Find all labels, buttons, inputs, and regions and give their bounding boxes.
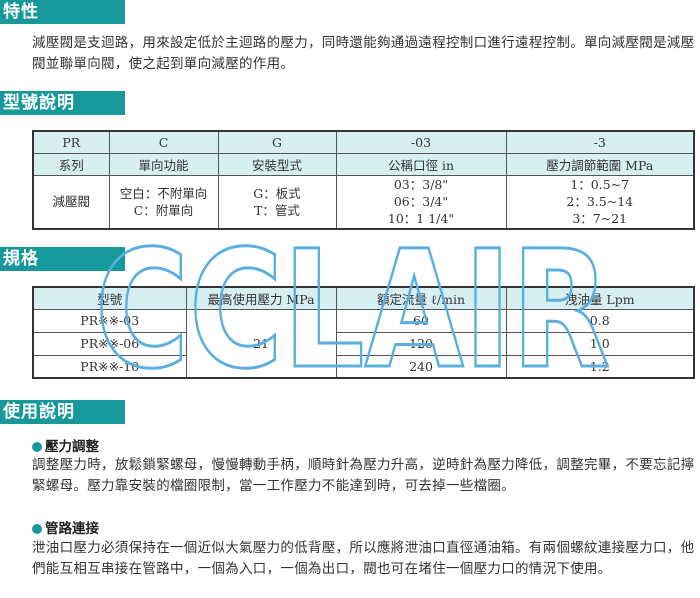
header-leak: 洩油量 Lpm <box>505 286 695 310</box>
code-check: C <box>108 130 219 154</box>
header-max-pressure: 最高使用壓力 MPa <box>185 286 337 310</box>
value-check: C：附單向 <box>133 202 194 218</box>
header-pressure: 壓力調節範圍 MPa <box>505 152 695 176</box>
value-pressure: 2：3.5~14 <box>566 194 634 210</box>
value-pressure: 3：7~21 <box>572 211 628 227</box>
header-series: 系列 <box>32 152 110 176</box>
code-mount: G <box>217 130 337 154</box>
header-mount: 安裝型式 <box>217 152 337 176</box>
value-size: 03：3/8" <box>393 177 449 193</box>
cell-model: PR※※-06 <box>32 331 187 356</box>
cell-flow: 60 <box>335 308 507 333</box>
section-header-usage: 使用說明 <box>0 400 125 424</box>
bullet-icon <box>32 442 42 452</box>
model-code-table: PR C G -03 -3 系列 單向功能 安裝型式 公稱口徑 in 壓力調節範… <box>32 130 695 230</box>
table-row: PR※※-06 120 1.0 <box>32 331 695 356</box>
specs-table: 型號 最高使用壓力 MPa 額定流量 ℓ/min 洩油量 Lpm PR※※-03… <box>32 286 695 379</box>
code-pressure: -3 <box>505 130 695 154</box>
section-header-features: 特性 <box>0 0 125 24</box>
value-series: 減壓閥 <box>52 194 90 210</box>
usage-item-title-text: 管路連接 <box>45 521 99 537</box>
cell-flow: 120 <box>335 331 507 356</box>
value-size: 10：1 1/4" <box>387 211 455 227</box>
header-check: 單向功能 <box>108 152 219 176</box>
cell-max-pressure: 21 <box>185 308 337 379</box>
usage-item-title: 壓力調整 <box>32 435 99 455</box>
table-row: PR※※-03 21 60 0.8 <box>32 308 695 379</box>
value-check: 空白：不附單向 <box>119 185 208 201</box>
value-mount: T：管式 <box>254 202 300 218</box>
cell-leak: 1.2 <box>505 354 695 379</box>
header-model: 型號 <box>32 286 187 310</box>
features-text: 減壓閥是支迴路，用來設定低於主迴路的壓力，同時還能夠通過遠程控制口進行遠程控制。… <box>32 35 695 72</box>
usage-item-text: 泄油口壓力必須保持在一個近似大氣壓力的低背壓，所以應將泄油口直徑通油箱。有兩個螺… <box>32 540 695 577</box>
cell-flow: 240 <box>335 354 507 379</box>
header-flow: 額定流量 ℓ/min <box>335 286 507 310</box>
header-size: 公稱口徑 in <box>335 152 507 176</box>
value-size: 06：3/4" <box>393 194 449 210</box>
cell-model: PR※※-10 <box>32 354 187 379</box>
value-pressure: 1：0.5~7 <box>570 177 630 193</box>
cell-leak: 0.8 <box>505 308 695 333</box>
code-size: -03 <box>335 130 507 154</box>
usage-item-title-text: 壓力調整 <box>45 439 99 455</box>
section-header-model: 型號說明 <box>0 91 125 115</box>
section-header-specs: 規格 <box>0 247 125 271</box>
table-row: PR※※-10 240 1.2 <box>32 354 695 379</box>
cell-model: PR※※-03 <box>32 308 187 333</box>
cell-leak: 1.0 <box>505 331 695 356</box>
usage-item-title: 管路連接 <box>32 517 99 537</box>
code-series: PR <box>32 130 110 154</box>
usage-item-text: 調整壓力時，放鬆鎖緊螺母，慢慢轉動手柄，順時針為壓力升高，逆時針為壓力降低，調整… <box>32 457 695 494</box>
bullet-icon <box>32 524 42 534</box>
value-mount: G：板式 <box>253 185 301 201</box>
